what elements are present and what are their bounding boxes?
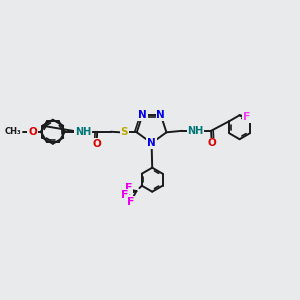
Text: N: N [138, 110, 147, 120]
Text: S: S [120, 127, 128, 137]
Text: O: O [28, 127, 37, 137]
Text: F: F [127, 197, 134, 207]
Text: NH: NH [75, 127, 91, 137]
Text: F: F [243, 112, 251, 122]
Text: F: F [121, 190, 128, 200]
Text: N: N [156, 110, 165, 120]
Text: O: O [207, 138, 216, 148]
Text: O: O [92, 139, 101, 149]
Text: NH: NH [188, 126, 204, 136]
Text: CH₃: CH₃ [5, 127, 21, 136]
Text: N: N [147, 138, 156, 148]
Text: F: F [124, 183, 132, 193]
